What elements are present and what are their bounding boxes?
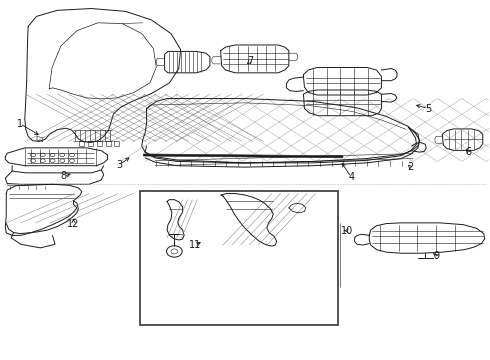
Text: 12: 12: [67, 219, 80, 229]
Text: 6: 6: [465, 147, 471, 157]
Text: 10: 10: [341, 226, 353, 236]
Text: 3: 3: [116, 160, 122, 170]
Text: 7: 7: [247, 57, 253, 66]
Text: 8: 8: [61, 171, 67, 181]
Text: 1: 1: [17, 118, 23, 129]
Text: 5: 5: [425, 104, 431, 113]
Text: 2: 2: [408, 162, 414, 172]
Text: 9: 9: [433, 251, 439, 261]
Text: 4: 4: [348, 172, 354, 182]
Text: 11: 11: [189, 240, 201, 250]
Bar: [140, 191, 338, 325]
